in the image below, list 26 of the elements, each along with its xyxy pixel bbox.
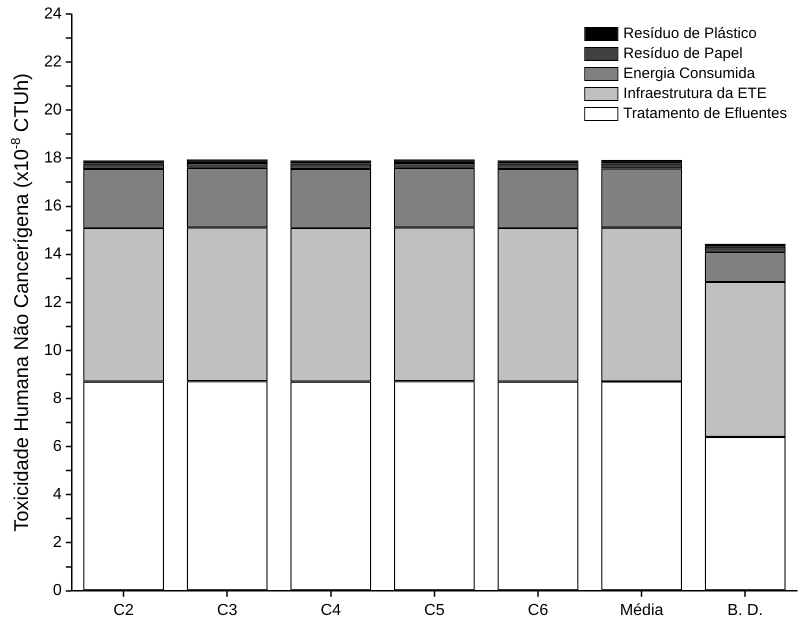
x-tick-label: C6 [528,602,548,619]
y-tick-label: 10 [44,342,62,359]
legend-label: Energia Consumida [623,65,756,82]
y-tick-label: 16 [44,198,62,215]
y-tick-label: 4 [52,486,62,504]
legend-label: Tratamento de Efluentes [623,105,788,122]
x-tick-label: C3 [216,602,238,619]
legend-label: Resíduo de Papel [623,45,743,62]
y-tick-label: 24 [44,5,62,22]
y-tick-label: 12 [44,294,62,311]
y-tick-label: 18 [44,150,62,167]
legend-label: Infraestrutura da ETE [623,85,767,102]
x-tick-label: C5 [424,602,445,619]
y-axis-title: Toxicidade Humana Não Cancerígena (x10-8 CTUh) [8,73,33,532]
y-tick-label: 14 [44,246,62,263]
y-tick-label: 0 [52,582,62,600]
legend-label: Resíduo de Plástico [623,25,757,42]
x-tick-label: Média [620,602,664,619]
y-tick-label: 6 [52,438,62,456]
y-tick-label: 8 [52,390,62,407]
y-tick-label: 20 [44,102,62,119]
x-tick-label: B. D. [727,602,763,619]
y-tick-label: 2 [52,534,62,552]
y-tick-label: 22 [44,53,62,70]
x-tick-label: C4 [320,602,342,619]
x-tick-label: C2 [113,602,134,619]
